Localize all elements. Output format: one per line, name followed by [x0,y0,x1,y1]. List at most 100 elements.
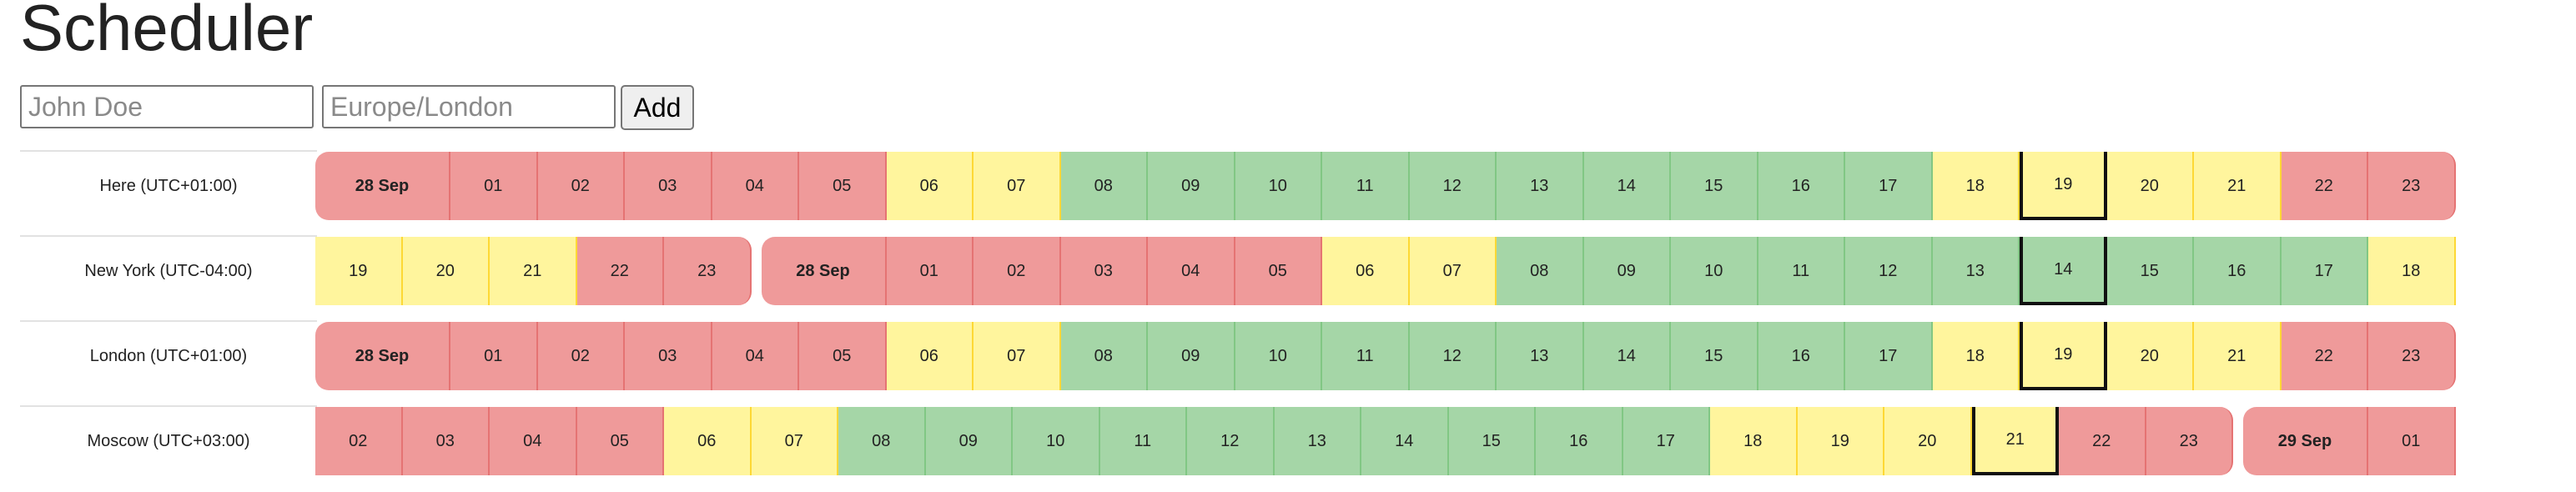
hour-cell[interactable]: 09 [1583,237,1671,305]
hour-cell[interactable]: 13 [1274,407,1361,475]
hour-cell[interactable]: 21 [2194,322,2282,390]
hour-cell[interactable]: 16 [1758,322,1845,390]
hour-cell[interactable]: 23 [664,237,752,305]
hour-cell[interactable]: 01 [2368,407,2456,475]
hour-cell[interactable]: 07 [1409,237,1497,305]
hour-cell[interactable]: 13 [1497,322,1584,390]
hour-cell[interactable]: 09 [925,407,1013,475]
hour-cell[interactable]: 04 [712,322,799,390]
hour-cell[interactable]: 21 [2194,152,2282,220]
hour-cell[interactable]: 20 [2106,322,2194,390]
hour-cell[interactable]: 05 [799,152,887,220]
hour-cell[interactable]: 07 [751,407,838,475]
hour-cell[interactable]: 15 [1671,322,1758,390]
hour-cell[interactable]: 19 [2020,152,2107,220]
day-cell[interactable]: 29 Sep [2243,407,2368,475]
hour-cell[interactable]: 01 [886,237,974,305]
hour-cell[interactable]: 14 [1583,322,1671,390]
hour-cell[interactable]: 07 [974,322,1061,390]
hour-cell[interactable]: 03 [625,152,712,220]
hour-cell[interactable]: 17 [1845,152,1933,220]
hour-cell[interactable]: 14 [1361,407,1449,475]
hour-cell[interactable]: 22 [2281,152,2368,220]
hour-cell[interactable]: 06 [886,322,974,390]
hour-cell[interactable]: 05 [1235,237,1322,305]
hour-cell[interactable]: 08 [1060,322,1148,390]
hour-cell[interactable]: 18 [1932,322,2020,390]
hour-cell[interactable]: 06 [1322,237,1410,305]
hour-cell[interactable]: 19 [2020,322,2107,390]
hour-cell[interactable]: 20 [1884,407,1972,475]
hour-cell[interactable]: 10 [1235,322,1322,390]
hour-cell[interactable]: 22 [576,237,664,305]
hour-cell[interactable]: 18 [1932,152,2020,220]
hour-cell[interactable]: 22 [2281,322,2368,390]
hour-cell[interactable]: 10 [1671,237,1758,305]
hour-cell[interactable]: 17 [1845,322,1933,390]
hour-cell[interactable]: 16 [2194,237,2282,305]
hour-cell[interactable]: 20 [402,237,490,305]
hour-cell[interactable]: 02 [315,407,403,475]
hour-cell[interactable]: 10 [1235,152,1322,220]
hour-cell[interactable]: 15 [1448,407,1536,475]
hour-cell[interactable]: 04 [490,407,577,475]
hour-cell[interactable]: 23 [2146,407,2233,475]
hour-cell[interactable]: 12 [1845,237,1933,305]
hour-cell[interactable]: 11 [1322,152,1410,220]
hour-cell[interactable]: 08 [1060,152,1148,220]
hour-cell[interactable]: 20 [2106,152,2194,220]
hour-cell[interactable]: 11 [1758,237,1845,305]
hour-cell[interactable]: 02 [537,152,625,220]
hour-cell[interactable]: 02 [537,322,625,390]
hour-cell[interactable]: 05 [576,407,664,475]
row-divider [20,405,317,407]
hour-cell[interactable]: 12 [1409,322,1497,390]
hour-cell[interactable]: 10 [1013,407,1100,475]
hour-cell[interactable]: 19 [315,237,403,305]
hour-cell[interactable]: 06 [886,152,974,220]
hour-cell[interactable]: 09 [1148,322,1235,390]
hour-cell[interactable]: 06 [664,407,752,475]
add-button[interactable]: Add [621,85,694,130]
hour-cell[interactable]: 15 [1671,152,1758,220]
hour-cell[interactable]: 16 [1536,407,1623,475]
hour-cell[interactable]: 05 [799,322,887,390]
hour-cell[interactable]: 04 [1148,237,1235,305]
hour-cell[interactable]: 15 [2106,237,2194,305]
hour-cell[interactable]: 11 [1322,322,1410,390]
hour-cell[interactable]: 11 [1099,407,1187,475]
hour-cell[interactable]: 22 [2059,407,2146,475]
hour-cell[interactable]: 21 [490,237,577,305]
hour-cell[interactable]: 01 [450,322,538,390]
hour-cell[interactable]: 17 [1623,407,1710,475]
hour-cell[interactable]: 14 [2020,237,2107,305]
hour-cell[interactable]: 18 [2368,237,2456,305]
hour-cell[interactable]: 17 [2281,237,2368,305]
name-input[interactable] [20,85,314,128]
day-cell[interactable]: 28 Sep [315,322,450,390]
day-cell[interactable]: 28 Sep [315,152,450,220]
hour-cell[interactable]: 08 [838,407,926,475]
hour-cell[interactable]: 23 [2368,152,2456,220]
hour-cell[interactable]: 13 [1932,237,2020,305]
timezone-input[interactable] [322,85,616,128]
hour-cell[interactable]: 03 [1060,237,1148,305]
hour-cell[interactable]: 03 [625,322,712,390]
hour-cell[interactable]: 12 [1187,407,1275,475]
hour-cell[interactable]: 12 [1409,152,1497,220]
hour-cell[interactable]: 04 [712,152,799,220]
hour-cell[interactable]: 09 [1148,152,1235,220]
hour-cell[interactable]: 02 [974,237,1061,305]
hour-cell[interactable]: 03 [402,407,490,475]
day-cell[interactable]: 28 Sep [761,237,887,305]
hour-cell[interactable]: 13 [1497,152,1584,220]
hour-cell[interactable]: 19 [1797,407,1884,475]
hour-cell[interactable]: 21 [1971,407,2059,475]
hour-cell[interactable]: 23 [2368,322,2456,390]
hour-cell[interactable]: 16 [1758,152,1845,220]
hour-cell[interactable]: 07 [974,152,1061,220]
hour-cell[interactable]: 01 [450,152,538,220]
hour-cell[interactable]: 18 [1710,407,1798,475]
hour-cell[interactable]: 14 [1583,152,1671,220]
hour-cell[interactable]: 08 [1497,237,1584,305]
